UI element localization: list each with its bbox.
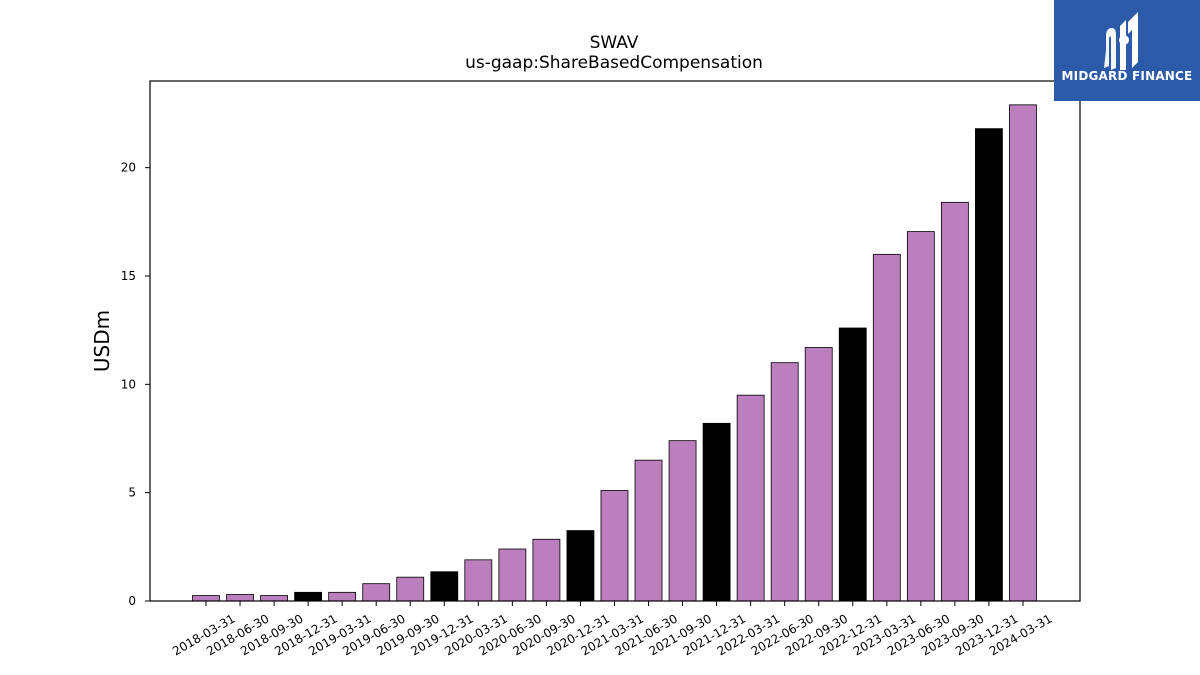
- bar-2019-12-31: [430, 571, 459, 602]
- bar-2021-12-31: [702, 422, 731, 602]
- logo-text: MIDGARD FINANCE: [1061, 69, 1193, 83]
- bar-2019-09-30: [396, 576, 425, 602]
- bar-2020-03-31: [464, 559, 493, 602]
- bar-2018-09-30: [260, 595, 288, 602]
- y-tick-label: 0: [128, 594, 136, 608]
- bar-2019-03-31: [328, 591, 357, 602]
- bar-2021-06-30: [634, 459, 663, 602]
- bar-2023-03-31: [872, 253, 901, 602]
- bar-2022-03-31: [736, 394, 765, 602]
- bar-2022-09-30: [804, 347, 833, 602]
- x-axis-ticks: 2018-03-312018-06-302018-09-302018-12-31…: [170, 601, 1054, 658]
- y-tick-label: 10: [121, 377, 136, 391]
- bar-2023-09-30: [940, 201, 969, 602]
- chart-title: SWAV: [590, 33, 639, 53]
- bar-2020-12-31: [566, 530, 595, 602]
- y-tick-label: 20: [121, 161, 136, 175]
- bar-2019-06-30: [362, 583, 391, 602]
- midgard-logo-icon: [1104, 12, 1138, 70]
- bar-2023-12-31: [975, 128, 1003, 602]
- bar-2021-09-30: [668, 440, 697, 602]
- bars-group: [192, 104, 1037, 602]
- y-tick-label: 15: [121, 269, 136, 283]
- chart-subtitle: us-gaap:ShareBasedCompensation: [465, 53, 763, 73]
- bar-2024-03-31: [1009, 104, 1037, 602]
- y-tick-label: 5: [128, 486, 136, 500]
- bar-2018-03-31: [192, 595, 220, 602]
- y-axis-ticks: 0 5 10 15 20: [121, 161, 150, 608]
- bar-2021-03-31: [600, 490, 629, 602]
- y-axis-label: USDm: [90, 310, 114, 372]
- midgard-finance-logo: MIDGARD FINANCE: [1054, 0, 1200, 101]
- plot-frame: [149, 80, 1081, 602]
- bar-2020-09-30: [532, 538, 561, 602]
- bar-2020-06-30: [498, 548, 527, 602]
- bar-2018-06-30: [226, 594, 254, 602]
- bar-2018-12-31: [294, 591, 323, 602]
- bar-2022-12-31: [838, 327, 867, 602]
- bar-2023-06-30: [906, 231, 935, 602]
- bar-2022-06-30: [770, 362, 799, 602]
